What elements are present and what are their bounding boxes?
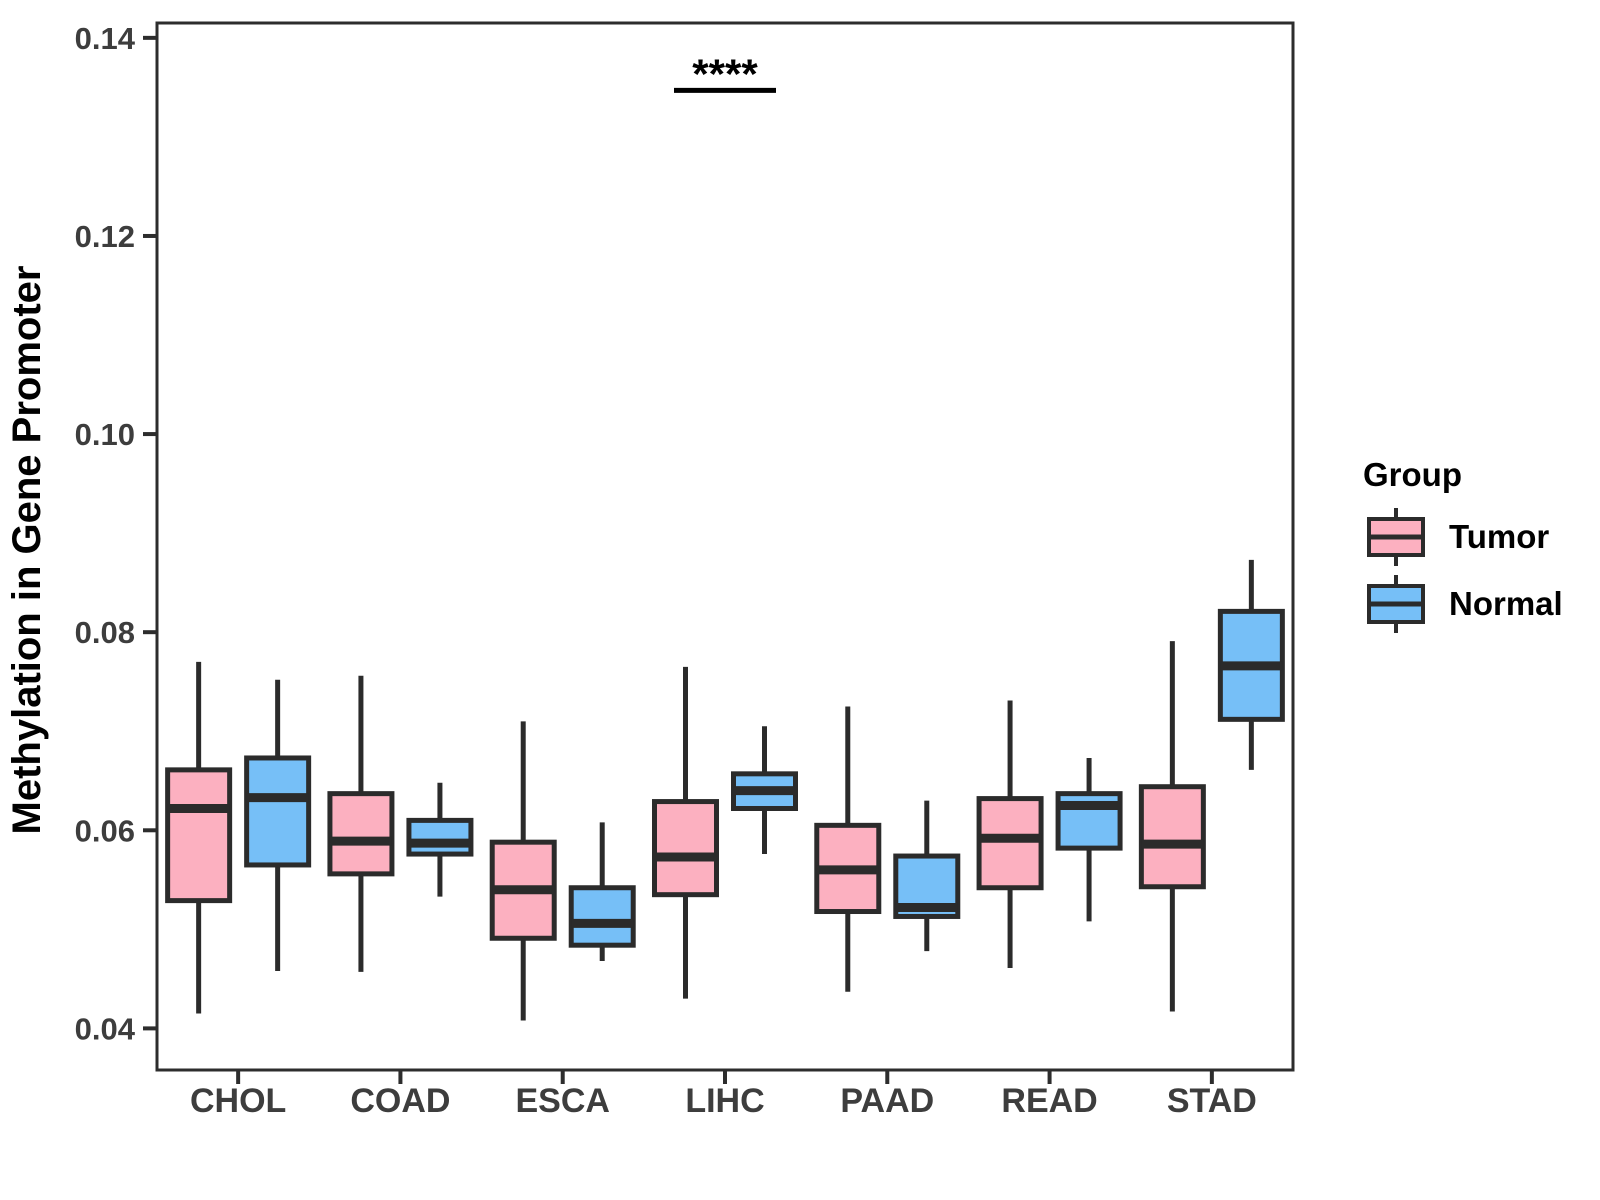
x-tick-label: LIHC: [685, 1082, 764, 1120]
boxplot-CHOL-Tumor: [165, 661, 233, 1014]
y-tick-label: 0.08: [75, 615, 135, 650]
y-tick-label: 0.12: [75, 219, 135, 254]
box-LIHC-Tumor: [652, 799, 719, 898]
boxplot-PAAD-Tumor: [814, 706, 882, 992]
y-axis-title: Methylation in Gene Promoter: [5, 266, 49, 835]
box-READ-Tumor: [976, 796, 1044, 891]
boxplot-COAD-Normal: [406, 782, 474, 897]
boxplot-STAD-Tumor: [1138, 641, 1206, 1012]
x-tick-label: STAD: [1167, 1082, 1257, 1120]
significance-stars: ****: [692, 50, 758, 97]
y-tick-label: 0.14: [75, 21, 136, 56]
box-STAD-Tumor: [1138, 784, 1206, 890]
boxplot-READ-Tumor: [976, 700, 1044, 968]
x-tick-label: PAAD: [840, 1082, 934, 1120]
boxplot-STAD-Normal: [1217, 559, 1285, 770]
legend-label-tumor: Tumor: [1449, 518, 1549, 555]
y-tick-label: 0.10: [75, 417, 135, 452]
panel-border: [155, 21, 1295, 1072]
boxplot-CHOL-Normal: [244, 679, 312, 971]
x-tick-label: CHOL: [190, 1082, 286, 1120]
box-COAD-Normal: [406, 817, 474, 857]
boxplot-LIHC-Normal: [731, 726, 798, 855]
box-ESCA-Normal: [568, 885, 636, 948]
boxplot-ESCA-Normal: [568, 822, 636, 962]
y-tick-label: 0.04: [75, 1011, 136, 1046]
boxplot-LIHC-Tumor: [652, 666, 719, 999]
box-CHOL-Normal: [244, 755, 312, 868]
legend-label-normal: Normal: [1449, 585, 1563, 622]
boxplot-COAD-Tumor: [327, 675, 395, 972]
legend-title: Group: [1363, 456, 1462, 493]
x-tick-label: READ: [1001, 1082, 1097, 1120]
legend-key-tumor: [1367, 508, 1425, 566]
boxplot-PAAD-Normal: [893, 800, 961, 952]
legend-key-normal: [1367, 575, 1425, 633]
box-CHOL-Tumor: [165, 767, 233, 904]
boxplot-ESCA-Tumor: [489, 721, 557, 1021]
x-tick-label: ESCA: [515, 1082, 609, 1120]
box-COAD-Tumor: [327, 791, 395, 877]
boxplot-READ-Normal: [1055, 757, 1123, 922]
x-tick-label: COAD: [350, 1082, 450, 1120]
y-tick-label: 0.06: [75, 813, 135, 848]
